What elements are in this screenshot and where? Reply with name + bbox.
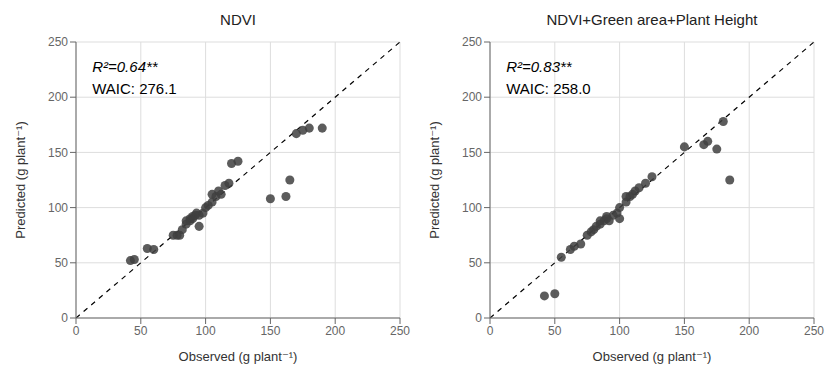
html-text:WAIC: 258.0: WAIC: 258.0 <box>506 79 591 97</box>
svg-text:250: 250 <box>48 35 68 49</box>
svg-text:50: 50 <box>55 256 69 270</box>
svg-text:200: 200 <box>462 90 482 104</box>
html-text:WAIC: 276.1: WAIC: 276.1 <box>92 79 177 97</box>
svg-text:250: 250 <box>804 324 824 338</box>
svg-text:0: 0 <box>475 311 482 325</box>
svg-text:100: 100 <box>610 324 630 338</box>
html-text:NDVI+Green area+Plant Height: NDVI+Green area+Plant Height <box>546 11 758 28</box>
svg-text:100: 100 <box>462 201 482 215</box>
svg-text:250: 250 <box>390 324 410 338</box>
html-text:R²=0.64**: R²=0.64** <box>92 57 158 75</box>
svg-text:150: 150 <box>674 324 694 338</box>
svg-text:50: 50 <box>134 324 148 338</box>
svg-text:0: 0 <box>487 324 494 338</box>
svg-text:250: 250 <box>462 35 482 49</box>
svg-text:50: 50 <box>548 324 562 338</box>
svg-text:0: 0 <box>73 324 80 338</box>
svg-text:200: 200 <box>739 324 759 338</box>
svg-text:200: 200 <box>48 90 68 104</box>
svg-text:Observed (g plant⁻¹): Observed (g plant⁻¹) <box>593 349 712 364</box>
svg-text:0: 0 <box>61 311 68 325</box>
svg-text:200: 200 <box>325 324 345 338</box>
html-text:R²=0.83**: R²=0.83** <box>506 57 572 75</box>
html-text:NDVI: NDVI <box>220 11 256 28</box>
svg-text:Predicted (g plant⁻¹): Predicted (g plant⁻¹) <box>427 121 442 238</box>
svg-text:150: 150 <box>260 324 280 338</box>
svg-text:150: 150 <box>48 146 68 160</box>
svg-text:50: 50 <box>469 256 483 270</box>
svg-text:100: 100 <box>196 324 216 338</box>
svg-text:150: 150 <box>462 146 482 160</box>
svg-text:100: 100 <box>48 201 68 215</box>
svg-text:Observed (g plant⁻¹): Observed (g plant⁻¹) <box>179 349 298 364</box>
svg-text:Predicted (g plant⁻¹): Predicted (g plant⁻¹) <box>13 121 28 238</box>
